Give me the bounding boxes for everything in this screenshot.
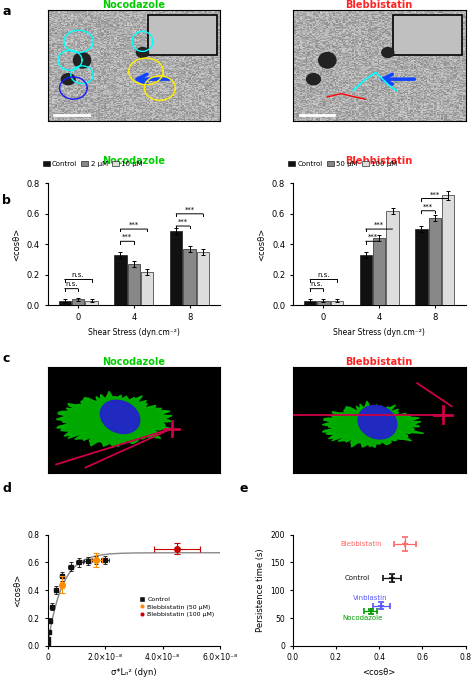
Bar xyxy=(386,211,399,306)
Text: ***: *** xyxy=(367,234,378,240)
Bar xyxy=(442,196,455,306)
Text: a: a xyxy=(2,5,11,18)
Legend: Control, Blebbistatin (50 μM), Blebbistatin (100 μM): Control, Blebbistatin (50 μM), Blebbista… xyxy=(137,594,217,620)
Polygon shape xyxy=(322,401,424,447)
X-axis label: <cosθ>: <cosθ> xyxy=(362,668,396,677)
Text: b: b xyxy=(2,194,11,207)
Y-axis label: <cosθ>: <cosθ> xyxy=(13,574,22,607)
X-axis label: Shear Stress (dyn.cm⁻²): Shear Stress (dyn.cm⁻²) xyxy=(333,328,425,337)
Text: ***: *** xyxy=(129,222,139,228)
Legend: Control, 50 μM, 100 μM: Control, 50 μM, 100 μM xyxy=(287,160,398,168)
Y-axis label: Persistence time (s): Persistence time (s) xyxy=(256,548,265,632)
Polygon shape xyxy=(56,392,174,447)
FancyBboxPatch shape xyxy=(148,14,217,55)
FancyBboxPatch shape xyxy=(393,14,462,55)
Text: ***: *** xyxy=(122,234,132,240)
Text: Control: Control xyxy=(344,575,370,581)
Bar xyxy=(170,231,182,306)
Bar xyxy=(141,272,153,306)
Title: Blebbistatin: Blebbistatin xyxy=(345,0,413,10)
Text: n.s.: n.s. xyxy=(317,272,330,278)
Title: Nocodazole: Nocodazole xyxy=(103,156,165,166)
Bar xyxy=(415,229,428,306)
Ellipse shape xyxy=(382,47,394,58)
Bar xyxy=(86,301,98,306)
Title: Blebbistatin: Blebbistatin xyxy=(345,357,413,367)
Bar xyxy=(429,218,441,306)
Bar xyxy=(317,301,330,306)
Ellipse shape xyxy=(61,74,75,85)
Ellipse shape xyxy=(319,52,336,68)
Bar xyxy=(331,301,343,306)
Ellipse shape xyxy=(306,74,321,85)
Ellipse shape xyxy=(358,405,397,439)
Ellipse shape xyxy=(100,401,140,433)
Ellipse shape xyxy=(136,47,149,58)
Bar xyxy=(114,255,127,306)
Text: e: e xyxy=(240,482,248,495)
Legend: Control, 2 μM, 10 μM: Control, 2 μM, 10 μM xyxy=(42,160,143,168)
Text: ***: *** xyxy=(374,222,384,228)
X-axis label: Shear Stress (dyn.cm⁻²): Shear Stress (dyn.cm⁻²) xyxy=(88,328,180,337)
Text: Nocodazole: Nocodazole xyxy=(342,615,383,620)
Text: n.s.: n.s. xyxy=(72,272,85,278)
Text: n.s.: n.s. xyxy=(311,282,323,287)
Title: Nocodazole: Nocodazole xyxy=(103,0,165,10)
Text: n.s.: n.s. xyxy=(65,282,78,287)
Bar xyxy=(197,252,209,306)
Title: Blebbistatin: Blebbistatin xyxy=(345,156,413,166)
Text: ***: *** xyxy=(430,191,440,197)
Ellipse shape xyxy=(74,52,91,68)
Bar xyxy=(373,238,385,306)
Y-axis label: <cosθ>: <cosθ> xyxy=(257,227,266,261)
Bar xyxy=(360,255,372,306)
Text: d: d xyxy=(2,482,11,495)
Text: c: c xyxy=(2,352,10,365)
Text: ***: *** xyxy=(184,207,195,212)
Text: Blebbistatin: Blebbistatin xyxy=(340,541,382,547)
Bar xyxy=(183,249,196,306)
Text: Vinblastin: Vinblastin xyxy=(353,596,388,601)
X-axis label: σ*Lₙ² (dyn): σ*Lₙ² (dyn) xyxy=(111,668,157,677)
Bar xyxy=(72,300,84,306)
Bar xyxy=(128,264,140,306)
Bar xyxy=(304,301,316,306)
Y-axis label: <cosθ>: <cosθ> xyxy=(12,227,21,261)
Bar xyxy=(58,301,71,306)
Title: Nocodazole: Nocodazole xyxy=(103,357,165,367)
Text: ***: *** xyxy=(178,218,188,225)
Text: ***: *** xyxy=(423,203,433,210)
